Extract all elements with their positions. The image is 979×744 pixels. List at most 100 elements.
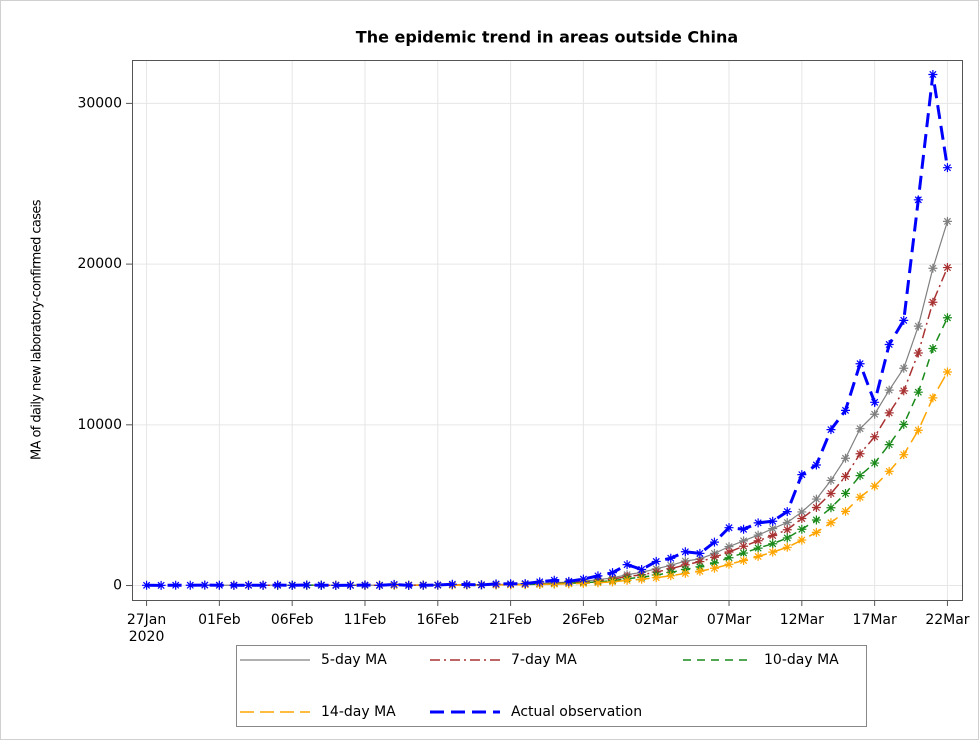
x-tick-label: 02Mar <box>634 612 678 628</box>
point-marker <box>811 515 821 525</box>
point-marker <box>666 553 676 563</box>
point-marker <box>287 580 297 590</box>
point-marker <box>942 263 952 273</box>
point-marker <box>811 502 821 512</box>
point-marker <box>345 580 355 590</box>
series-line <box>277 317 949 586</box>
point-marker <box>724 523 734 533</box>
point-marker <box>797 535 807 545</box>
point-marker <box>768 539 778 549</box>
point-marker <box>899 450 909 460</box>
point-marker <box>884 440 894 450</box>
point-marker <box>942 313 952 323</box>
x-tick-label: 17Mar <box>853 612 897 628</box>
plot-frame <box>132 60 963 601</box>
point-marker <box>913 387 923 397</box>
point-marker <box>841 506 851 516</box>
y-tick-label: 0 <box>113 578 122 594</box>
point-marker <box>855 471 865 481</box>
point-marker <box>331 580 341 590</box>
point-marker <box>768 530 778 540</box>
point-marker <box>782 525 792 535</box>
point-marker <box>491 579 501 589</box>
point-marker <box>928 297 938 307</box>
point-marker <box>273 580 283 590</box>
point-marker <box>928 343 938 353</box>
point-marker <box>855 359 865 369</box>
point-marker <box>913 425 923 435</box>
point-marker <box>200 580 210 590</box>
point-marker <box>928 263 938 273</box>
legend-label: 5-day MA <box>321 652 387 668</box>
point-marker <box>855 424 865 434</box>
point-marker <box>258 580 268 590</box>
point-marker <box>884 339 894 349</box>
point-marker <box>433 580 443 590</box>
point-marker <box>739 524 749 534</box>
point-marker <box>709 552 719 562</box>
point-marker <box>142 580 152 590</box>
point-marker <box>811 494 821 504</box>
x-tick-label: 2020 <box>129 629 165 645</box>
point-marker <box>753 551 763 561</box>
point-marker <box>841 405 851 415</box>
legend-label: 7-day MA <box>511 652 577 668</box>
point-marker <box>768 547 778 557</box>
point-marker <box>462 580 472 590</box>
point-marker <box>739 536 749 546</box>
point-marker <box>913 321 923 331</box>
point-marker <box>782 533 792 543</box>
legend: 5-day MA 7-day MA 10-day MA 14-day MA Actual… <box>240 652 839 720</box>
point-marker <box>884 408 894 418</box>
point-marker <box>564 576 574 586</box>
y-axis-label: MA of daily new laboratory-confirmed cas… <box>30 199 45 460</box>
point-marker <box>899 363 909 373</box>
point-marker <box>302 580 312 590</box>
point-marker <box>739 541 749 551</box>
point-marker <box>549 575 559 585</box>
point-marker <box>709 537 719 547</box>
point-marker <box>360 580 370 590</box>
point-marker <box>724 553 734 563</box>
chart-title: The epidemic trend in areas outside Chin… <box>356 28 738 47</box>
point-marker <box>724 559 734 569</box>
point-marker <box>651 556 661 566</box>
point-marker <box>826 518 836 528</box>
x-tick-label: 12Mar <box>780 612 824 628</box>
point-marker <box>695 566 705 576</box>
point-marker <box>884 466 894 476</box>
point-marker <box>214 580 224 590</box>
point-marker <box>942 163 952 173</box>
point-marker <box>608 568 618 578</box>
point-marker <box>797 470 807 480</box>
y-tick-label: 10000 <box>77 417 122 433</box>
point-marker <box>520 579 530 589</box>
point-marker <box>870 397 880 407</box>
legend-label: 14-day MA <box>321 704 396 720</box>
point-marker <box>622 560 632 570</box>
point-marker <box>913 195 923 205</box>
point-marker <box>637 564 647 574</box>
x-tick-label: 26Feb <box>562 612 605 628</box>
point-marker <box>535 577 545 587</box>
legend-box <box>236 645 867 727</box>
point-marker <box>243 580 253 590</box>
point-marker <box>841 471 851 481</box>
point-marker <box>899 386 909 396</box>
point-marker <box>476 580 486 590</box>
point-marker <box>768 524 778 534</box>
point-marker <box>797 514 807 524</box>
point-marker <box>680 560 690 570</box>
point-marker <box>826 503 836 513</box>
plot-area <box>142 69 952 590</box>
point-marker <box>622 575 632 585</box>
point-marker <box>782 518 792 528</box>
point-marker <box>826 488 836 498</box>
point-marker <box>418 580 428 590</box>
point-marker <box>768 516 778 526</box>
x-tick-label: 22Mar <box>925 612 969 628</box>
point-marker <box>608 577 618 587</box>
